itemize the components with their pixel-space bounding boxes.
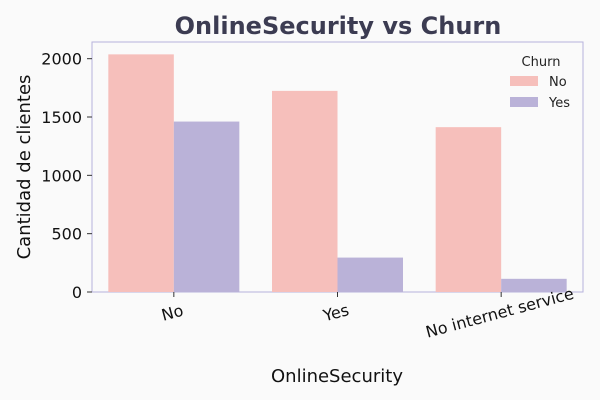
y-tick-label: 0 (72, 283, 82, 302)
bar-no-internet-service-churn-yes (501, 278, 567, 292)
legend-swatch-yes (510, 97, 538, 107)
chart-title: OnlineSecurity vs Churn (175, 12, 502, 40)
y-tick-label: 500 (51, 225, 82, 244)
y-tick-label: 1500 (41, 108, 82, 127)
bars-layer (108, 54, 567, 293)
x-tick-label: Yes (320, 300, 351, 325)
legend-swatch-no (510, 76, 538, 86)
y-axis-ticks: 0 500 1000 1500 2000 (41, 50, 92, 302)
x-tick-label: No (159, 301, 185, 325)
legend-label-no: No (549, 75, 567, 90)
y-axis-label: Cantidad de clientes (14, 75, 35, 260)
legend: Churn No Yes (510, 55, 570, 111)
bar-no-churn-no (108, 54, 174, 292)
y-tick-label: 2000 (41, 50, 82, 69)
y-tick-label: 1000 (41, 166, 82, 185)
bar-yes-churn-yes (337, 257, 403, 292)
legend-items: No Yes (510, 75, 570, 111)
legend-label-yes: Yes (548, 96, 570, 111)
bar-no-churn-yes (173, 121, 240, 292)
bar-no-internet-service-churn-no (435, 127, 502, 293)
bar-yes-churn-no (272, 90, 338, 293)
x-axis-label: OnlineSecurity (271, 366, 403, 387)
legend-title: Churn (522, 55, 561, 70)
